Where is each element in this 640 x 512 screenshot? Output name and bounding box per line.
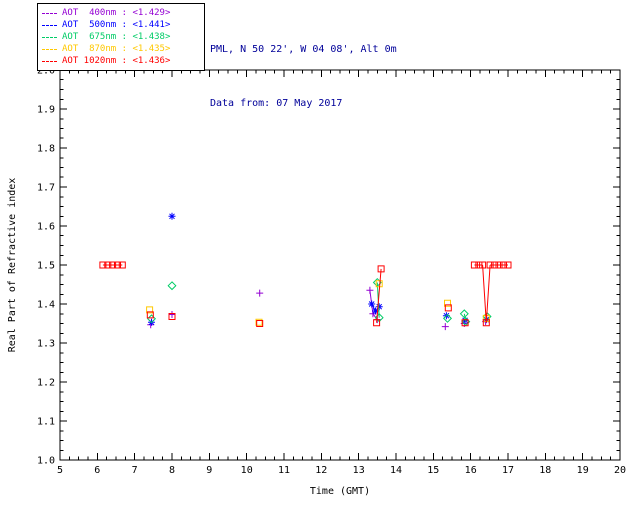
series-aot-870nm <box>146 280 490 326</box>
y-tick-label: 1.1 <box>37 417 55 428</box>
legend-label: AOT 500nm <box>62 20 117 30</box>
data-point-marker <box>504 261 512 269</box>
data-point-marker <box>256 289 264 297</box>
legend-label: AOT 1020nm <box>62 56 117 66</box>
x-tick-label: 10 <box>241 465 253 476</box>
y-tick-label: 1.6 <box>37 222 55 233</box>
x-tick-label: 18 <box>539 465 551 476</box>
legend-value: <1.438> <box>132 32 171 42</box>
data-point-marker <box>256 320 264 327</box>
x-tick-label: 11 <box>278 465 290 476</box>
legend-dash-icon <box>42 48 57 50</box>
data-point-marker <box>442 313 453 323</box>
legend-value: <1.435> <box>132 44 171 54</box>
axis-tick-labels: 5 6 7 8 9 10 11 12 13 14 15 16 17 18 19 20 1.0 1.1 1.2 1.3 1… <box>7 66 626 498</box>
data-point-marker <box>373 319 381 327</box>
data-point-marker <box>146 311 154 319</box>
x-tick-label: 20 <box>614 465 626 476</box>
y-tick-label: 1.9 <box>37 105 55 116</box>
legend-separator: : <box>116 8 133 18</box>
data-point-marker <box>146 306 154 314</box>
data-point-marker <box>461 319 469 327</box>
legend-row: AOT 500nm : <1.441> <box>42 19 200 31</box>
legend-label: AOT 870nm <box>62 44 117 54</box>
series-aot-500nm <box>148 212 490 326</box>
legend-row: AOT 1020nm : <1.436> <box>42 55 200 67</box>
legend-dash-icon <box>42 12 57 14</box>
series-line <box>376 282 467 322</box>
legend: AOT 400nm : <1.429> AOT 500nm : <1.441> AO… <box>37 3 205 71</box>
y-tick-label: 2.0 <box>37 66 55 77</box>
axis-ticks <box>59 69 621 461</box>
data-point-marker <box>366 286 374 294</box>
series-aot-400nm <box>147 286 490 331</box>
x-tick-label: 17 <box>502 465 514 476</box>
x-tick-label: 16 <box>465 465 477 476</box>
y-tick-label: 1.8 <box>37 144 55 155</box>
x-tick-label: 14 <box>390 465 402 476</box>
legend-dash-icon <box>42 60 57 62</box>
legend-separator: : <box>116 56 133 66</box>
x-tick-label: 9 <box>206 465 212 476</box>
x-tick-label: 6 <box>94 465 100 476</box>
legend-dash-icon <box>42 36 57 38</box>
legend-row: AOT 870nm : <1.435> <box>42 43 200 55</box>
x-tick-label: 13 <box>353 465 365 476</box>
data-point-marker <box>118 261 126 269</box>
x-tick-label: 5 <box>57 465 63 476</box>
x-tick-label: 19 <box>577 465 589 476</box>
y-tick-label: 1.4 <box>37 300 55 311</box>
legend-row: AOT 675nm : <1.438> <box>42 31 200 43</box>
x-tick-label: 8 <box>169 465 175 476</box>
series-line <box>102 264 508 323</box>
y-tick-label: 1.0 <box>37 456 55 467</box>
y-tick-label: 1.3 <box>37 339 55 350</box>
x-axis-label: Time (GMT) <box>310 486 370 497</box>
data-point-marker <box>479 261 487 269</box>
header: PML, N 50 22', W 04 08', Alt 0m Data fro… <box>210 5 397 149</box>
data-point-marker <box>444 304 452 312</box>
legend-value: <1.436> <box>132 56 171 66</box>
data-point-marker <box>459 309 469 319</box>
legend-value: <1.429> <box>132 8 171 18</box>
legend-label: AOT 400nm <box>62 8 117 18</box>
series-aot-675nm <box>146 277 492 327</box>
legend-separator: : <box>116 20 133 30</box>
y-tick-label: 1.7 <box>37 183 55 194</box>
y-tick-label: 1.5 <box>37 261 55 272</box>
site-title: PML, N 50 22', W 04 08', Alt 0m <box>210 44 397 55</box>
data-point-marker <box>377 265 385 273</box>
data-point-marker <box>368 300 376 308</box>
legend-separator: : <box>116 44 133 54</box>
legend-label: AOT 675nm <box>62 32 117 42</box>
y-axis-label: Real Part of Refractive index <box>7 178 18 353</box>
data-point-marker <box>167 281 177 291</box>
y-tick-label: 1.2 <box>37 378 55 389</box>
data-point-marker <box>168 311 176 318</box>
date-label: Data from: 07 May 2017 <box>210 98 343 109</box>
data-point-marker <box>255 318 263 326</box>
data-point-marker <box>168 313 176 320</box>
x-tick-label: 15 <box>427 465 439 476</box>
x-tick-label: 7 <box>132 465 138 476</box>
data-point-marker <box>372 307 379 315</box>
data-point-marker <box>482 319 490 327</box>
series-aot-1020nm <box>99 261 512 327</box>
data-point-marker <box>168 212 176 220</box>
legend-row: AOT 400nm : <1.429> <box>42 7 200 19</box>
data-point-marker <box>375 303 383 311</box>
legend-value: <1.441> <box>132 20 171 30</box>
legend-dash-icon <box>42 24 57 26</box>
data-point-marker <box>441 323 449 331</box>
legend-separator: : <box>116 32 133 42</box>
data-point-marker <box>444 299 451 307</box>
x-tick-label: 12 <box>315 465 327 476</box>
